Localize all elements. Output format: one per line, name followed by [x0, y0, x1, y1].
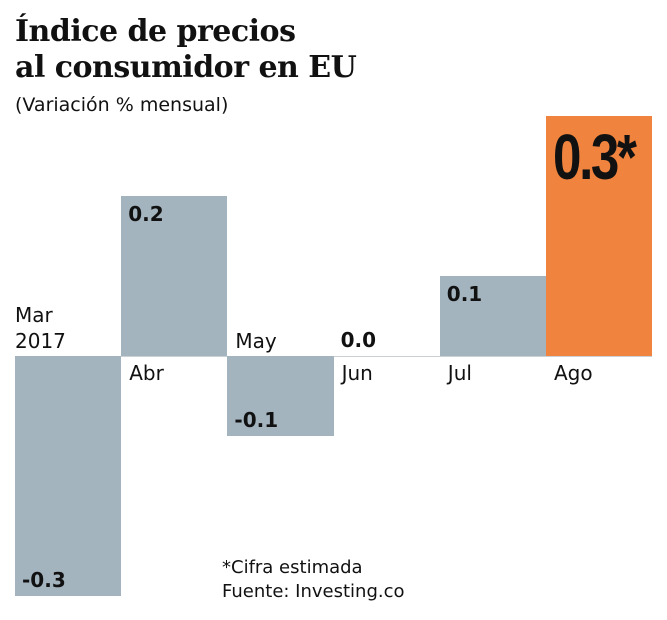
title-line-2: al consumidor en EU: [15, 50, 357, 85]
value-label-2: -0.1: [234, 408, 279, 432]
bar-4: [439, 276, 546, 356]
chart-subtitle: (Variación % mensual): [15, 94, 229, 116]
bar-5: [546, 116, 653, 356]
category-label-5: Ago: [554, 361, 593, 385]
title-line-1: Índice de precios: [15, 14, 296, 49]
category-label-0: Mar 2017: [15, 303, 66, 353]
category-label-2: May: [235, 329, 277, 353]
bar-0: [15, 356, 122, 596]
source-note: Fuente: Investing.co: [222, 581, 405, 602]
category-label-4: Jul: [447, 361, 472, 385]
value-label-1: 0.2: [128, 202, 164, 226]
value-label-0: -0.3: [22, 568, 66, 592]
value-label-3: 0.0: [340, 328, 377, 352]
value-label-4: 0.1: [446, 282, 483, 306]
value-label-5: 0.3*: [553, 121, 637, 193]
bar-1: [121, 196, 228, 356]
estimate-note: *Cifra estimada: [222, 557, 363, 578]
chart-title: Índice de precios al consumidor en EU: [15, 14, 357, 86]
category-label-3: Jun: [341, 361, 373, 385]
footnote: *Cifra estimada Fuente: Investing.co: [222, 556, 405, 604]
category-label-1: Abr: [129, 361, 164, 385]
bar-2: [227, 356, 334, 436]
